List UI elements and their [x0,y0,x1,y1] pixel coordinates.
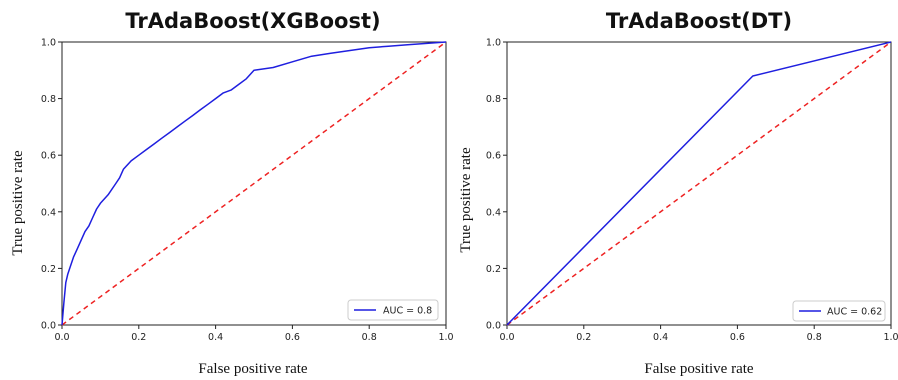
chart-title: TrAdaBoost(DT) [606,9,792,33]
x-tick-label: 0.6 [285,332,300,343]
legend: AUC = 0.8 [347,299,439,321]
x-axis-label: False positive rate [644,361,753,377]
chart-title: TrAdaBoost(XGBoost) [125,9,380,33]
x-tick-label: 0.6 [730,332,745,343]
tick-group: 0.0 0.2 0.4 0.6 0.8 1.0 0.0 0.2 0.4 0.6 0.8 1.0 [41,38,454,344]
x-tick-label: 1.0 [883,332,898,343]
legend: AUC = 0.62 [792,300,886,322]
plot-frame [506,41,892,326]
roc-panel-dt: TrAdaBoost(DT) 0.0 0.2 0.4 0.6 0.8 1.00.00.20… [458,9,898,377]
y-tick-label: 0.0 [486,321,501,332]
x-tick-label: 0.2 [576,332,591,343]
x-tick-label: 0.0 [499,332,514,343]
y-tick-label: 1.0 [486,38,501,49]
chance-diagonal-line [61,41,447,326]
y-tick-label: 0.4 [41,207,56,218]
series-group [61,41,447,326]
tick-group: 0.0 0.2 0.4 0.6 0.8 1.0 0.0 0.2 0.4 0.6 0.8 1.0 [486,38,898,344]
y-tick-label: 1.0 [41,38,56,49]
legend-box [792,300,886,322]
roc-curve-line [506,41,892,326]
y-tick-label: 0.2 [486,264,501,275]
x-tick-label: 0.4 [208,332,223,343]
x-tick-label: 0.0 [54,332,69,343]
x-tick-label: 0.2 [131,332,146,343]
y-tick-label: 0.6 [486,151,501,162]
y-tick-label: 0.8 [486,94,501,105]
y-axis-label: True positive rate [10,150,26,256]
y-tick-label: 0.0 [41,321,56,332]
legend-label: AUC = 0.62 [827,307,882,318]
legend-label: AUC = 0.8 [383,306,432,317]
x-tick-label: 1.0 [438,332,453,343]
roc-panel-xgboost: TrAdaBoost(XGBoost) 0.0 0.2 0.4 0.6 0.8 1.00.… [10,9,454,377]
y-tick-label: 0.6 [41,151,56,162]
x-tick-label: 0.4 [653,332,668,343]
y-tick-label: 0.4 [486,207,501,218]
chance-diagonal-line [506,41,892,326]
y-axis-label: True positive rate [458,147,474,253]
roc-curve-line [61,41,447,326]
legend-box [347,299,439,321]
plot-frame [61,41,447,326]
x-tick-label: 0.8 [807,332,822,343]
y-tick-label: 0.2 [41,264,56,275]
y-tick-label: 0.8 [41,94,56,105]
x-axis-label: False positive rate [198,361,307,377]
series-group [506,41,892,326]
x-tick-label: 0.8 [362,332,377,343]
